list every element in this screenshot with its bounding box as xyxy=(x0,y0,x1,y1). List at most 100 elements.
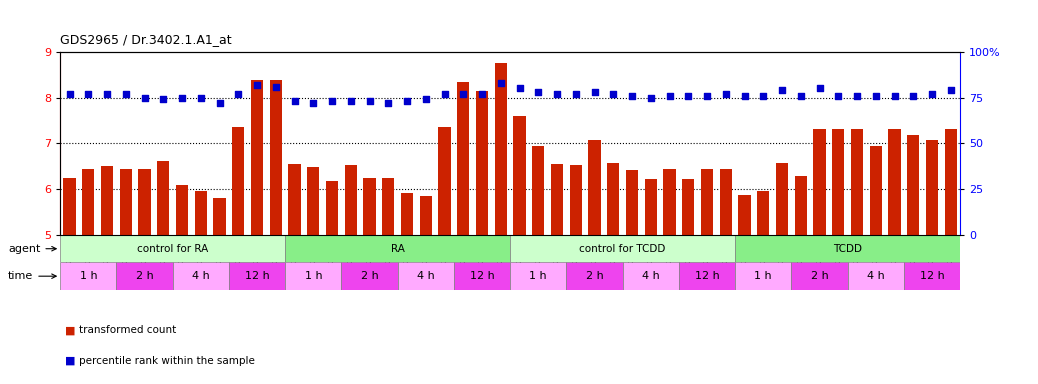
Point xyxy=(305,100,322,106)
Point xyxy=(717,91,734,97)
Point xyxy=(812,85,828,91)
Text: transformed count: transformed count xyxy=(79,325,176,335)
Bar xyxy=(701,169,713,235)
Text: control for TCDD: control for TCDD xyxy=(579,244,665,254)
Bar xyxy=(438,127,450,235)
Point xyxy=(849,93,866,99)
Text: percentile rank within the sample: percentile rank within the sample xyxy=(79,356,254,366)
Text: 1 h: 1 h xyxy=(304,271,322,281)
Point xyxy=(136,94,153,101)
Bar xyxy=(495,63,507,235)
Bar xyxy=(945,129,957,235)
Bar xyxy=(119,169,132,235)
Point xyxy=(755,93,771,99)
Text: agent: agent xyxy=(8,244,56,254)
Point xyxy=(792,93,809,99)
Text: time: time xyxy=(8,271,56,281)
Bar xyxy=(342,262,398,290)
Bar xyxy=(735,262,791,290)
Bar xyxy=(285,235,511,262)
Point xyxy=(99,91,115,97)
Text: 12 h: 12 h xyxy=(245,271,270,281)
Point xyxy=(117,91,134,97)
Bar xyxy=(738,195,750,235)
Bar xyxy=(172,262,229,290)
Point xyxy=(568,91,584,97)
Text: 1 h: 1 h xyxy=(80,271,98,281)
Point xyxy=(324,98,340,104)
Bar xyxy=(229,262,285,290)
Bar xyxy=(176,185,188,235)
Point xyxy=(830,93,847,99)
Bar xyxy=(382,178,394,235)
Bar xyxy=(285,262,342,290)
Bar xyxy=(307,167,320,235)
Point xyxy=(455,91,471,97)
Bar xyxy=(195,192,207,235)
Bar xyxy=(570,166,582,235)
Point xyxy=(736,93,753,99)
Bar xyxy=(832,129,844,235)
Text: GDS2965 / Dr.3402.1.A1_at: GDS2965 / Dr.3402.1.A1_at xyxy=(60,33,231,46)
Text: 2 h: 2 h xyxy=(360,271,379,281)
Point xyxy=(530,89,547,95)
Text: 2 h: 2 h xyxy=(585,271,603,281)
Text: 1 h: 1 h xyxy=(529,271,547,281)
Text: ■: ■ xyxy=(65,356,76,366)
Point xyxy=(61,91,78,97)
Bar xyxy=(735,235,960,262)
Bar xyxy=(157,161,169,235)
Bar xyxy=(719,169,732,235)
Bar xyxy=(233,127,244,235)
Bar xyxy=(345,166,357,235)
Point xyxy=(268,84,284,90)
Bar xyxy=(511,235,735,262)
Bar xyxy=(101,166,113,235)
Bar xyxy=(401,193,413,235)
Text: 2 h: 2 h xyxy=(136,271,154,281)
Bar xyxy=(514,116,525,235)
Point xyxy=(549,91,566,97)
Text: 4 h: 4 h xyxy=(867,271,884,281)
Point xyxy=(924,91,940,97)
Bar xyxy=(757,192,769,235)
Point xyxy=(230,91,247,97)
Point xyxy=(417,96,434,103)
Text: 12 h: 12 h xyxy=(920,271,945,281)
Point xyxy=(661,93,678,99)
Bar xyxy=(848,262,904,290)
Bar xyxy=(926,140,938,235)
Point xyxy=(473,91,490,97)
Bar xyxy=(398,262,454,290)
Point xyxy=(155,96,171,103)
Bar xyxy=(851,129,864,235)
Point xyxy=(905,93,922,99)
Bar xyxy=(363,178,376,235)
Bar xyxy=(889,129,901,235)
Bar xyxy=(214,199,225,235)
Bar xyxy=(607,163,620,235)
Bar xyxy=(776,163,788,235)
Bar xyxy=(795,176,807,235)
Point xyxy=(643,94,659,101)
Bar xyxy=(457,82,469,235)
Point xyxy=(212,100,228,106)
Point xyxy=(586,89,603,95)
Text: 1 h: 1 h xyxy=(755,271,772,281)
Point xyxy=(699,93,715,99)
Bar xyxy=(251,80,264,235)
Point xyxy=(399,98,415,104)
Bar xyxy=(551,164,564,235)
Bar xyxy=(904,262,960,290)
Bar xyxy=(589,140,601,235)
Text: control for RA: control for RA xyxy=(137,244,209,254)
Bar xyxy=(870,146,882,235)
Bar xyxy=(326,181,338,235)
Point xyxy=(249,82,266,88)
Text: 2 h: 2 h xyxy=(811,271,828,281)
Bar xyxy=(682,179,694,235)
Bar xyxy=(289,164,301,235)
Point xyxy=(680,93,696,99)
Bar xyxy=(791,262,848,290)
Point xyxy=(943,87,959,93)
